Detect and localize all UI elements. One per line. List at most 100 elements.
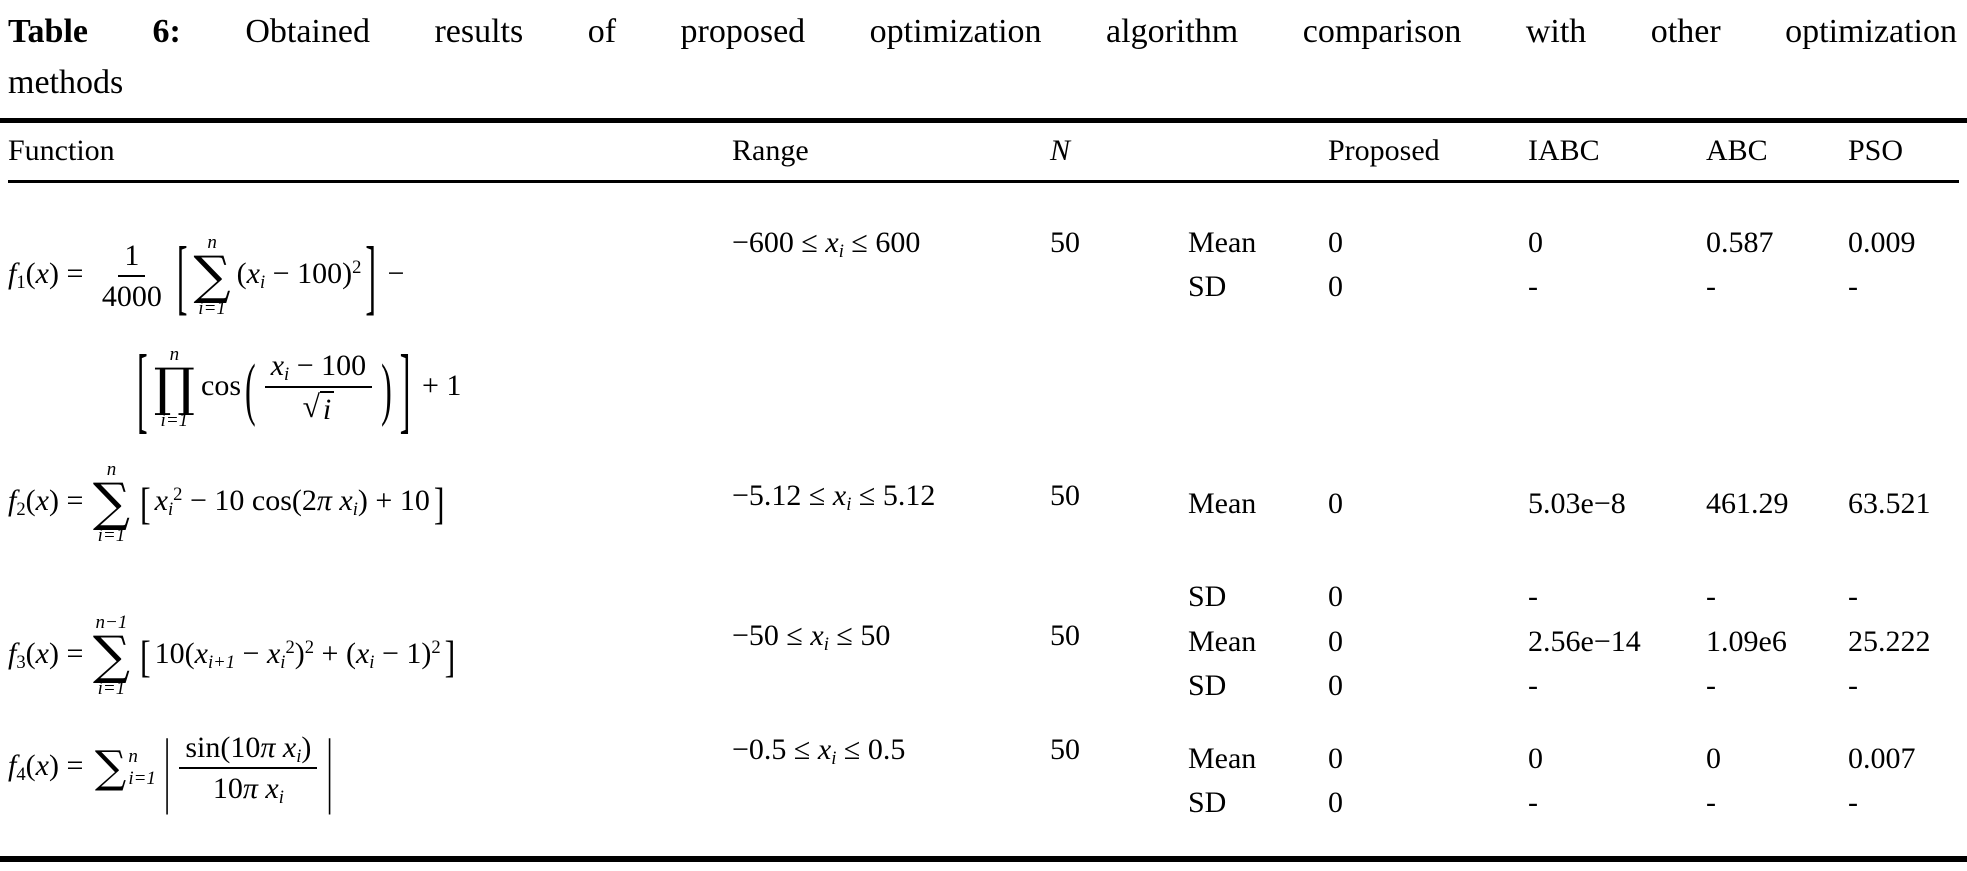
math-limits: n i=1 xyxy=(128,746,156,790)
stat-line-mean: Mean 0 0 0.587 0.009 xyxy=(1188,221,1959,265)
formula-line: [n ∏ i=1 cos(xi − 100 √ i)] + 1 xyxy=(133,326,732,446)
math-subscript: i xyxy=(352,499,358,521)
math-subscript: 4 xyxy=(16,764,26,786)
math-subscript: i xyxy=(369,652,375,674)
sum-symbol: ∑ xyxy=(92,473,131,534)
stats-block: Mean 0 2.56e−14 1.09e6 25.222 SD 0 - - - xyxy=(1188,608,1959,708)
math-variable: x xyxy=(35,257,49,290)
value-proposed: 0 xyxy=(1328,226,1343,259)
value-pso: - xyxy=(1848,580,1858,613)
stat-line-sd: SD 0 - - - xyxy=(1188,781,1959,825)
sum-symbol: ∏ xyxy=(153,358,196,419)
math-variable: x xyxy=(194,637,208,670)
math-variable: x xyxy=(35,484,49,517)
value-iabc: - xyxy=(1528,580,1538,613)
stat-line-mean: Mean 0 2.56e−14 1.09e6 25.222 xyxy=(1188,620,1959,664)
stat-line-sd: SD 0 - - - xyxy=(1188,265,1959,309)
math-text: 1 xyxy=(124,238,140,272)
math-text: 10 xyxy=(212,772,243,806)
math-denominator: 4000 xyxy=(96,277,168,314)
math-text: ) = xyxy=(48,637,91,670)
math-subscript: i xyxy=(296,745,302,767)
math-fence: ] xyxy=(399,334,411,443)
formula-line: f3(x) = n−1 ∑ i=1[10(xi+1 − xi2)2 + (xi − … xyxy=(8,608,732,700)
table-row: f4(x) = ∑ n i=1 | sin(10π xi) 10π xi | −0.5 ≤ … xyxy=(8,708,1959,856)
upper-limit: n xyxy=(106,459,117,481)
col-header-range: Range xyxy=(732,134,809,167)
math-numerator: xi − 100 xyxy=(264,348,373,388)
math-variable: x xyxy=(270,349,285,383)
math-text: 10( xyxy=(154,637,195,670)
math-variable: x xyxy=(35,637,49,670)
math-variable: x xyxy=(266,637,281,670)
math-subscript: i+1 xyxy=(208,652,236,674)
value-abc: 0 xyxy=(1706,742,1721,775)
lower-limit: i=1 xyxy=(128,768,156,790)
math-subscript: i xyxy=(284,364,290,386)
math-variable: x xyxy=(817,733,832,766)
function-formula: f4(x) = ∑ n i=1 | sin(10π xi) 10π xi | xyxy=(8,708,732,856)
value-abc: 461.29 xyxy=(1706,487,1789,520)
col-header-iabc: IABC xyxy=(1528,134,1600,167)
math-variable: x xyxy=(35,749,49,782)
upper-limit: n xyxy=(207,232,217,254)
table-row: f1(x) = 1 4000[n ∑ i=1 (xi − 100)2] − [n ∏ i=1… xyxy=(8,183,1959,438)
math-text: ( xyxy=(25,749,36,782)
math-text: ( xyxy=(25,257,36,290)
radical-sign: √ xyxy=(302,389,320,425)
n-value: 50 xyxy=(1050,619,1080,652)
lower-limit: i=1 xyxy=(198,298,226,320)
stats-block: Mean 0 0 0 0.007 SD 0 - - - xyxy=(1188,708,1959,856)
math-operator: ∑ n i=1 xyxy=(95,746,156,790)
math-text: ≤ 600 xyxy=(843,226,921,259)
stat-line-mean: Mean 0 5.03e−8 461.29 63.521 xyxy=(1188,482,1959,526)
math-text: + 1 xyxy=(414,369,462,402)
formula-line: f4(x) = ∑ n i=1 | sin(10π xi) 10π xi | xyxy=(8,708,732,823)
value-abc: - xyxy=(1706,669,1716,702)
math-operator: n ∏ i=1 xyxy=(154,344,195,432)
math-variable: x xyxy=(246,257,260,290)
math-fence: [ xyxy=(137,334,148,443)
math-fraction: 1 4000 xyxy=(96,238,168,315)
math-text: + ( xyxy=(314,637,356,670)
math-subscript: 1 xyxy=(16,272,26,294)
math-denominator: 10π xi xyxy=(207,769,290,807)
results-table: Function Range N Proposed IABC ABC PSO f… xyxy=(0,118,1967,862)
stat-line-sd: SD 0 - - - xyxy=(1188,664,1959,708)
math-variable: f xyxy=(8,749,17,782)
function-formula: f1(x) = 1 4000[n ∑ i=1 (xi − 100)2] − [n ∏ i=1… xyxy=(8,183,732,446)
col-header-proposed: Proposed xyxy=(1328,134,1440,167)
math-text: ) + 10 xyxy=(357,484,430,517)
math-subscript: i xyxy=(846,494,852,516)
math-variable: π x xyxy=(242,772,279,806)
math-text: ≤ 5.12 xyxy=(851,479,936,512)
math-fence: ( xyxy=(245,348,256,428)
value-abc: 0.587 xyxy=(1706,226,1774,259)
value-abc: 1.09e6 xyxy=(1706,625,1787,658)
stat-label: SD xyxy=(1188,669,1227,702)
caption-line1: Table 6: Obtained results of proposed op… xyxy=(8,6,1957,57)
math-text: − 10 cos(2 xyxy=(182,484,317,517)
stat-label: Mean xyxy=(1188,226,1257,259)
math-fence: ] xyxy=(444,630,456,682)
math-text: 4000 xyxy=(101,280,162,314)
col-header-pso: PSO xyxy=(1848,134,1904,167)
value-proposed: 0 xyxy=(1328,625,1343,658)
value-proposed: 0 xyxy=(1328,669,1343,702)
math-numerator: 1 xyxy=(118,238,146,278)
value-pso: - xyxy=(1848,786,1858,819)
value-iabc: 5.03e−8 xyxy=(1528,487,1626,520)
math-operator: n−1 ∑ i=1 xyxy=(93,612,130,700)
stat-line-sd: SD 0 - - - xyxy=(1188,575,1959,619)
math-text: sin(10 xyxy=(185,730,261,764)
caption-text: Obtained results of proposed optimizatio… xyxy=(245,13,1958,50)
math-fraction: xi − 100 √ i xyxy=(264,348,373,428)
math-superscript: 2 xyxy=(304,636,315,658)
math-operator: n ∑ i=1 xyxy=(194,232,231,320)
math-superscript: 2 xyxy=(431,636,441,658)
upper-limit: n−1 xyxy=(95,612,128,634)
math-variable: x xyxy=(825,226,839,259)
value-iabc: 0 xyxy=(1528,226,1543,259)
math-text: ) = xyxy=(48,749,91,782)
value-iabc: - xyxy=(1528,786,1538,819)
